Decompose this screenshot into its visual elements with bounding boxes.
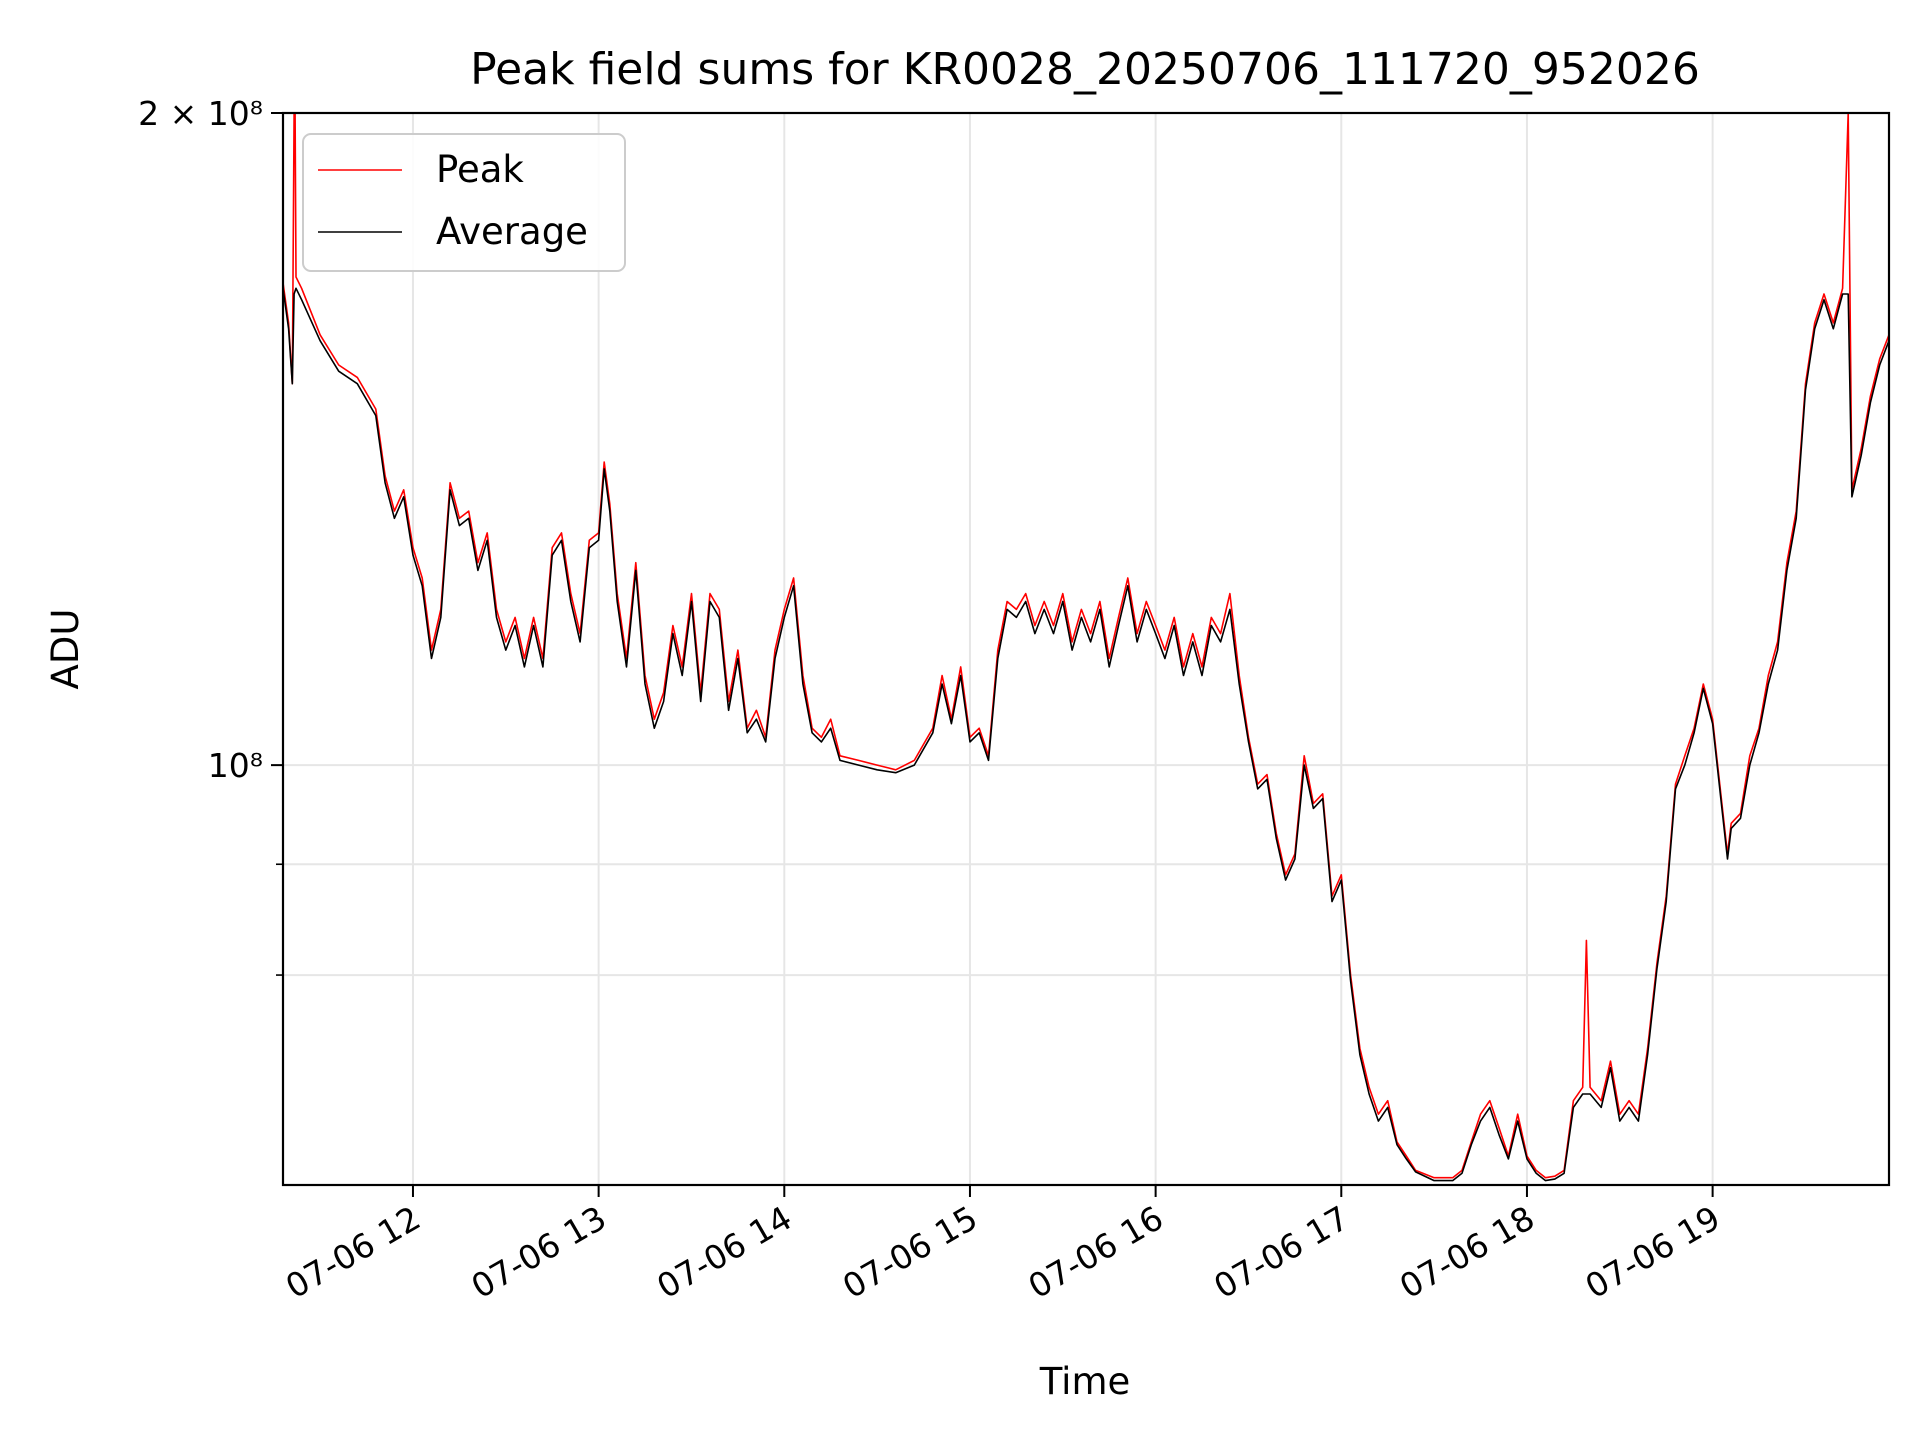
y-axis-label: ADU <box>44 609 87 690</box>
chart-title: Peak field sums for KR0028_20250706_1117… <box>470 44 1700 95</box>
x-axis-label: Time <box>1039 1360 1131 1403</box>
legend-label-peak: Peak <box>436 148 524 191</box>
y-tick-label: 10⁸ <box>208 746 263 785</box>
y-tick-label: 2 × 10⁸ <box>138 94 263 133</box>
series-layer <box>282 112 1890 1182</box>
y-axis: 2 × 10⁸ 10⁸ <box>138 94 283 976</box>
legend-label-average: Average <box>436 210 588 253</box>
series-line-average <box>282 287 1890 1182</box>
legend-box <box>302 133 626 272</box>
plot-frame <box>281 111 1891 1187</box>
legend: Peak Average <box>302 133 626 272</box>
